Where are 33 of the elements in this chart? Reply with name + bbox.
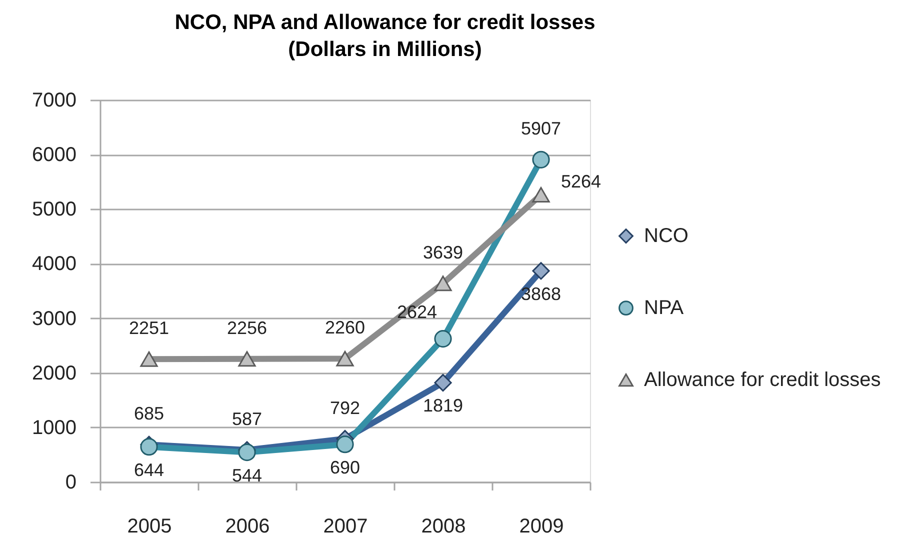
data-label: 2624 bbox=[396, 302, 438, 322]
x-tick-label: 2007 bbox=[323, 516, 368, 538]
data-label: 3639 bbox=[422, 242, 464, 262]
data-label: 1819 bbox=[422, 396, 464, 416]
chart-subtitle: (Dollars in Millions) bbox=[288, 38, 482, 61]
data-label: 544 bbox=[232, 465, 262, 486]
data-label: 792 bbox=[330, 398, 360, 418]
x-tick-label: 2006 bbox=[225, 516, 270, 538]
y-tick-label: 6000 bbox=[32, 144, 76, 166]
x-tick-label: 2008 bbox=[421, 516, 466, 538]
chart-title: NCO, NPA and Allowance for credit losses bbox=[174, 11, 596, 34]
legend-label: NCO bbox=[644, 225, 688, 248]
data-label: 644 bbox=[134, 460, 164, 480]
data-label: 3868 bbox=[520, 284, 562, 304]
y-tick-label: 0 bbox=[65, 472, 76, 494]
y-tick-label: 4000 bbox=[32, 253, 76, 276]
legend-label: NPA bbox=[644, 297, 684, 320]
x-tick-label: 2005 bbox=[127, 516, 172, 538]
data-label: 2251 bbox=[128, 318, 170, 338]
data-label: 690 bbox=[330, 457, 360, 478]
y-tick-label: 7000 bbox=[32, 90, 76, 112]
y-tick-label: 5000 bbox=[32, 198, 76, 221]
y-tick-label: 2000 bbox=[32, 362, 76, 384]
data-label: 685 bbox=[134, 404, 164, 424]
legend-label: Allowance for credit losses bbox=[644, 369, 881, 392]
data-label: 2260 bbox=[324, 318, 366, 338]
y-tick-label: 3000 bbox=[32, 308, 76, 330]
y-tick-label: 1000 bbox=[32, 416, 76, 439]
data-label: 5264 bbox=[560, 172, 602, 192]
data-label: 587 bbox=[232, 408, 262, 429]
data-label: 2256 bbox=[226, 318, 268, 338]
x-tick-label: 2009 bbox=[519, 516, 564, 538]
data-label: 5907 bbox=[520, 118, 562, 139]
